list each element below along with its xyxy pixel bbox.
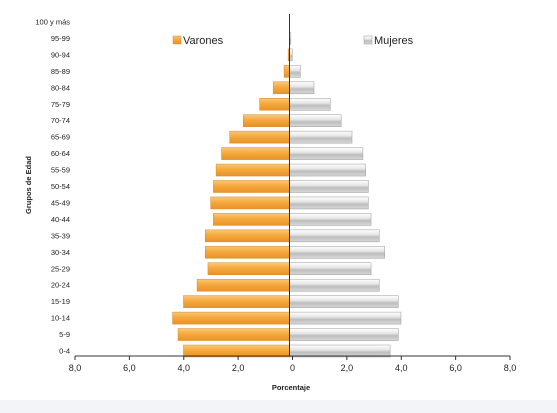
bar-mujeres [289, 196, 369, 210]
bar-varones [207, 262, 290, 275]
bar-mujeres [289, 295, 399, 308]
bar-varones [183, 344, 290, 358]
age-group-label: 90-94 [51, 50, 70, 59]
bar-varones [177, 328, 290, 341]
bar-mujeres [289, 328, 399, 341]
legend-label-varones: Varones [183, 35, 224, 47]
age-group-label: 45-49 [51, 198, 70, 207]
bar-varones [259, 98, 290, 111]
population-pyramid-chart: Varones Mujeres 0-4 5-9 10-14 15-19 20-24 25-… [24, 14, 517, 392]
bar-mujeres [289, 114, 342, 127]
age-labels: 0-4 5-9 10-14 15-19 20-24 25-29 30-34 35-39 40-4… [35, 18, 70, 356]
age-group-label: 5-9 [59, 330, 70, 339]
age-group-label: 100 y más [35, 18, 70, 27]
age-group-label: 80-84 [51, 83, 70, 92]
x-tick-label: 6,0 [123, 363, 136, 373]
x-tick-label: 4,0 [395, 363, 408, 373]
bottom-strip [0, 400, 557, 413]
x-axis-title: Porcentaje [272, 383, 310, 392]
age-group-label: 85-89 [51, 67, 70, 76]
bar-varones [196, 278, 290, 292]
bar-mujeres [289, 180, 369, 193]
age-group-label: 15-19 [51, 297, 70, 306]
bar-mujeres [289, 65, 301, 78]
bar-varones [272, 81, 290, 95]
bar-mujeres [289, 344, 391, 358]
legend-label-mujeres: Mujeres [374, 35, 414, 47]
legend-swatch-mujeres [363, 35, 373, 45]
bar-mujeres [289, 81, 315, 95]
bar-varones [215, 163, 290, 177]
bars-layer [172, 32, 402, 358]
legend: Varones Mujeres [172, 35, 414, 47]
legend-swatch-varones [172, 35, 182, 45]
bar-varones [204, 246, 290, 259]
age-group-label: 25-29 [51, 264, 70, 273]
bar-varones [283, 65, 290, 78]
age-group-label: 60-64 [51, 149, 70, 158]
x-tick-label: 4,0 [177, 363, 190, 373]
bar-mujeres [289, 213, 372, 226]
bar-varones [210, 196, 290, 210]
bar-mujeres [289, 163, 366, 177]
x-tick-label: 2,0 [232, 363, 245, 373]
bar-mujeres [289, 262, 372, 275]
age-group-label: 10-14 [51, 314, 70, 323]
age-group-label: 0-4 [59, 347, 70, 356]
bar-mujeres [289, 98, 331, 111]
bar-mujeres [289, 229, 380, 243]
age-group-label: 50-54 [51, 182, 70, 191]
bar-mujeres [289, 130, 353, 144]
age-group-label: 20-24 [51, 281, 70, 290]
age-group-label: 75-79 [51, 100, 70, 109]
bar-mujeres [289, 246, 385, 259]
bar-varones [221, 147, 290, 160]
y-axis-title: Grupos de Edad [24, 156, 33, 214]
bar-mujeres [289, 147, 364, 160]
age-group-label: 35-39 [51, 231, 70, 240]
bar-varones [243, 114, 290, 127]
age-group-label: 55-59 [51, 166, 70, 175]
x-ticks: 8,0 6,0 4,0 2,0 0 2,0 4,0 6,0 8,0 [69, 356, 517, 373]
age-group-label: 65-69 [51, 133, 70, 142]
bar-mujeres [289, 278, 380, 292]
age-group-label: 95-99 [51, 34, 70, 43]
x-tick-label: 2,0 [341, 363, 354, 373]
x-tick-label: 6,0 [449, 363, 462, 373]
x-tick-label: 8,0 [504, 363, 517, 373]
bar-varones [183, 295, 290, 308]
age-group-label: 30-34 [51, 248, 70, 257]
bar-varones [204, 229, 290, 243]
x-tick-label: 0 [290, 363, 295, 373]
bar-mujeres [289, 311, 402, 325]
x-tick-label: 8,0 [69, 363, 82, 373]
bar-varones [213, 180, 290, 193]
bar-varones [172, 311, 290, 325]
bar-varones [213, 213, 290, 226]
age-group-label: 70-74 [51, 116, 70, 125]
age-group-label: 40-44 [51, 215, 70, 224]
bar-varones [229, 130, 290, 144]
